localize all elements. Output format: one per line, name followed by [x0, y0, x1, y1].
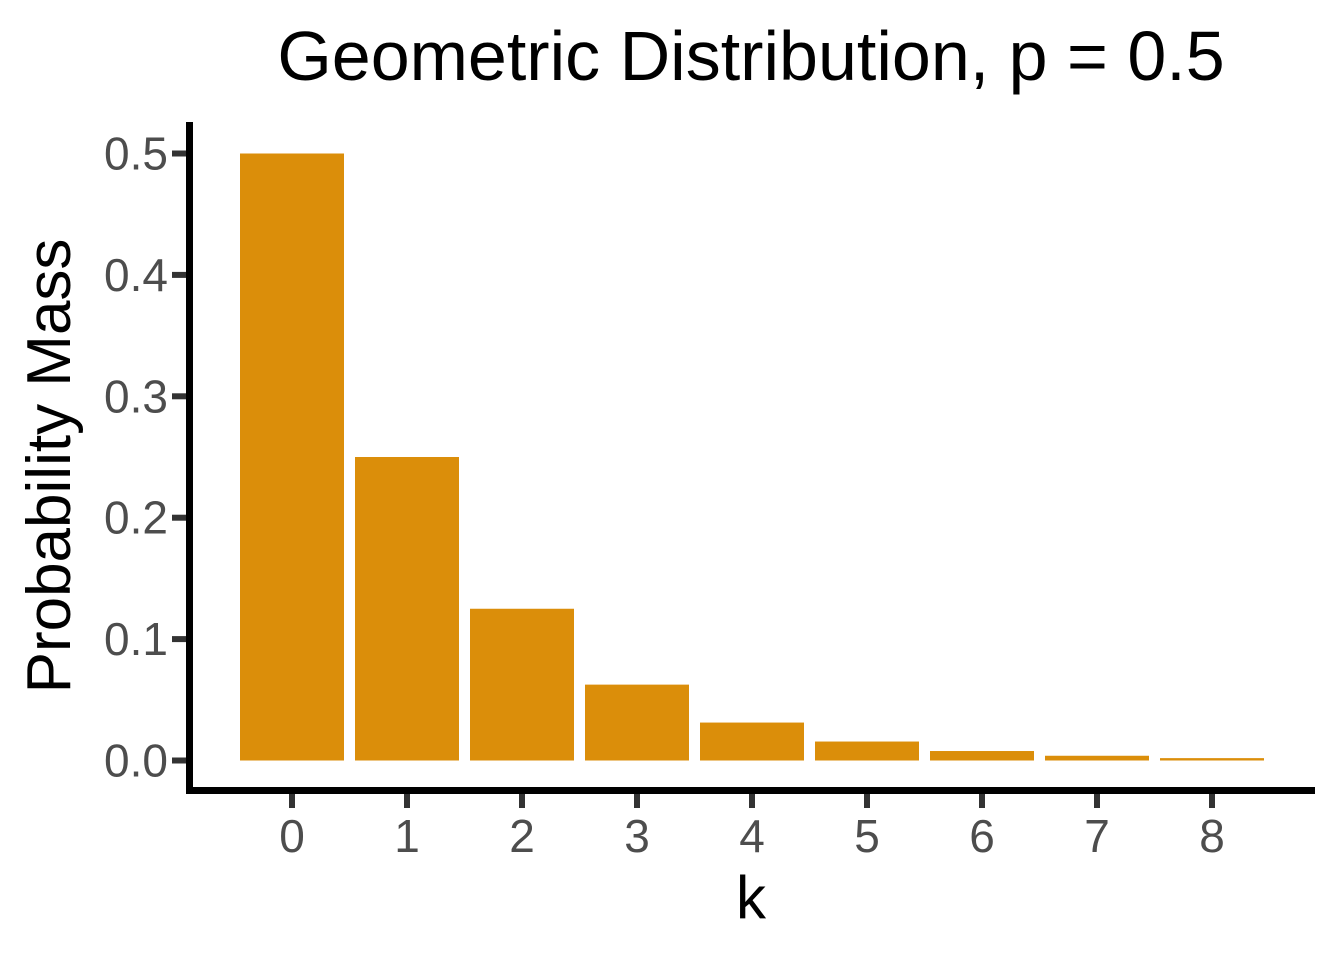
bar-k-7: [1045, 755, 1149, 761]
bars-group: [240, 153, 1264, 761]
bar-k-4: [700, 722, 804, 761]
y-tick-label-0.0: 0.0: [104, 735, 168, 787]
y-tick-label-0.3: 0.3: [104, 370, 168, 422]
y-axis-title: Probability Mass: [15, 239, 84, 694]
x-tick-label-4: 4: [739, 810, 765, 862]
bar-k-6: [930, 751, 1034, 761]
x-tick-label-0: 0: [279, 810, 305, 862]
x-axis-title: k: [736, 864, 767, 931]
bar-k-1: [355, 457, 459, 761]
bar-k-5: [815, 741, 919, 761]
x-tick-label-8: 8: [1199, 810, 1225, 862]
y-tick-label-0.4: 0.4: [104, 249, 168, 301]
bar-k-3: [585, 684, 689, 761]
x-tick-label-2: 2: [509, 810, 535, 862]
bar-k-8: [1160, 758, 1264, 761]
chart-title: Geometric Distribution, p = 0.5: [277, 17, 1224, 95]
x-tick-label-3: 3: [624, 810, 650, 862]
bar-k-0: [240, 153, 344, 761]
tick-labels-group: 0.0 0.1 0.2 0.3 0.4 0.5 0 1 2 3 4 5 6 7 8: [104, 128, 1225, 863]
tick-marks-group: [172, 150, 1215, 808]
bar-k-2: [470, 608, 574, 761]
y-tick-label-0.2: 0.2: [104, 492, 168, 544]
x-tick-label-5: 5: [854, 810, 880, 862]
y-tick-label-0.5: 0.5: [104, 128, 168, 180]
y-tick-label-0.1: 0.1: [104, 613, 168, 665]
x-tick-label-6: 6: [969, 810, 995, 862]
x-tick-label-1: 1: [394, 810, 420, 862]
x-tick-label-7: 7: [1084, 810, 1110, 862]
axes-group: [186, 122, 1315, 794]
